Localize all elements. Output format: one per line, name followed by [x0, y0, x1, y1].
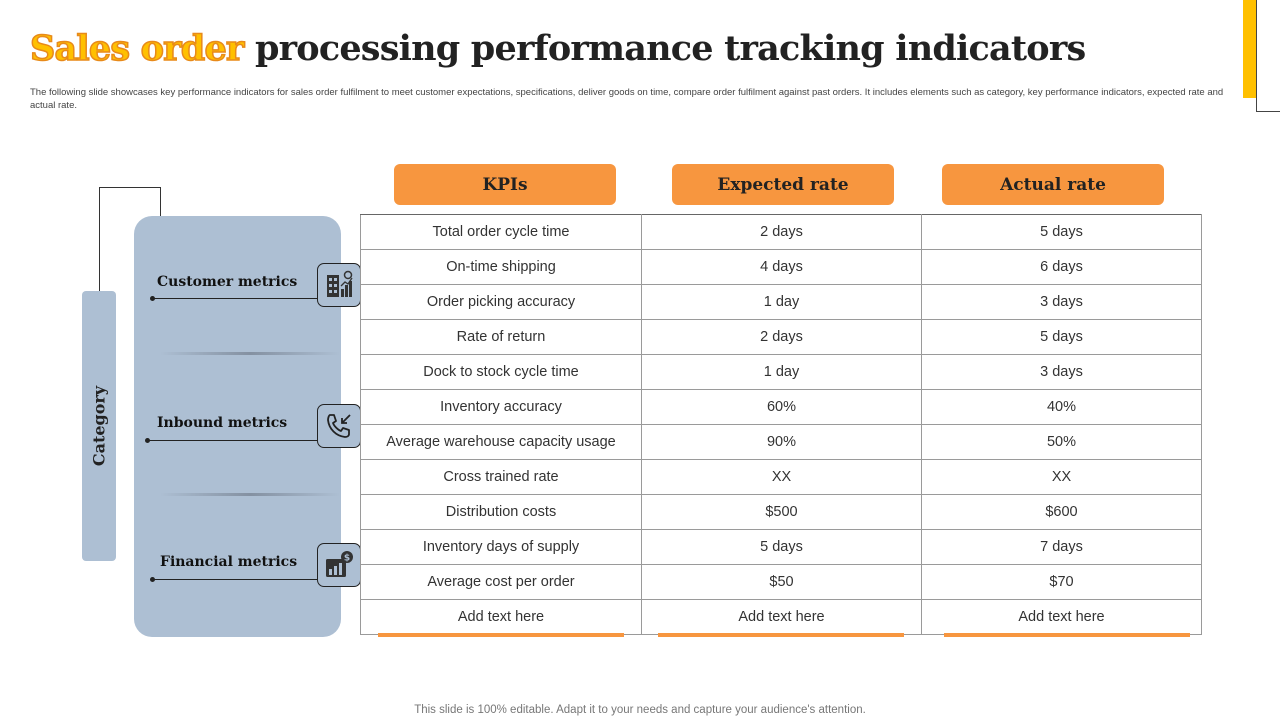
page-title: Sales order processing performance track… [29, 27, 1086, 70]
page-title-rest: processing performance tracking indicato… [243, 28, 1086, 69]
kpi-cell: Order picking accuracy [360, 284, 642, 320]
decorative-yellow-bar [1243, 0, 1257, 98]
table-row: Inventory accuracy 60% 40% [360, 389, 1202, 425]
svg-text:$: $ [344, 554, 350, 564]
financial-metrics-dot [150, 577, 155, 582]
financial-metrics-line [152, 579, 318, 580]
actual-column-underline [944, 633, 1190, 637]
table-row: Add text here Add text here Add text here [360, 599, 1202, 635]
actual-rate-cell: 5 days [921, 319, 1202, 355]
expected-rate-cell: 90% [641, 424, 922, 460]
actual-rate-cell: $70 [921, 564, 1202, 600]
category-label: Category [89, 385, 109, 467]
category-connector [99, 187, 161, 292]
expected-column-underline [658, 633, 904, 637]
category-pill [82, 291, 116, 561]
expected-rate-cell: 4 days [641, 249, 922, 285]
actual-rate-cell: 3 days [921, 354, 1202, 390]
table-row: Order picking accuracy 1 day 3 days [360, 284, 1202, 320]
expected-rate-cell: 2 days [641, 214, 922, 250]
actual-rate-cell: 6 days [921, 249, 1202, 285]
table-row: Dock to stock cycle time 1 day 3 days [360, 354, 1202, 390]
kpi-table: Total order cycle time 2 days 5 days On-ti… [360, 214, 1202, 635]
decorative-outline [1256, 0, 1280, 112]
expected-rate-cell: Add text here [641, 599, 922, 635]
expected-rate-cell: 5 days [641, 529, 922, 565]
kpi-cell: Distribution costs [360, 494, 642, 530]
inbound-metrics-label: Inbound metrics [157, 415, 288, 431]
header-expected-rate: Expected rate [672, 164, 894, 205]
expected-rate-cell: 1 day [641, 354, 922, 390]
expected-rate-cell: XX [641, 459, 922, 495]
kpi-cell: Average warehouse capacity usage [360, 424, 642, 460]
customer-metrics-label: Customer metrics [157, 274, 298, 290]
kpi-cell: Inventory days of supply [360, 529, 642, 565]
metrics-separator [160, 352, 340, 355]
table-row: Average cost per order $50 $70 [360, 564, 1202, 600]
financial-metrics-label: Financial metrics [160, 554, 298, 570]
finance-chart-icon: $ [317, 543, 361, 587]
expected-rate-cell: $50 [641, 564, 922, 600]
page-subtitle: The following slide showcases key perfor… [30, 87, 1224, 111]
actual-rate-cell: 5 days [921, 214, 1202, 250]
kpi-cell: Cross trained rate [360, 459, 642, 495]
expected-rate-cell: 60% [641, 389, 922, 425]
table-row: On-time shipping 4 days 6 days [360, 249, 1202, 285]
table-row: Inventory days of supply 5 days 7 days [360, 529, 1202, 565]
expected-rate-cell: $500 [641, 494, 922, 530]
metrics-panel [134, 216, 341, 637]
actual-rate-cell: $600 [921, 494, 1202, 530]
kpi-cell: Rate of return [360, 319, 642, 355]
customer-metrics-dot [150, 296, 155, 301]
table-row: Total order cycle time 2 days 5 days [360, 214, 1202, 250]
kpi-cell: Average cost per order [360, 564, 642, 600]
actual-rate-cell: XX [921, 459, 1202, 495]
actual-rate-cell: Add text here [921, 599, 1202, 635]
metrics-separator [160, 493, 340, 496]
actual-rate-cell: 50% [921, 424, 1202, 460]
customer-metrics-line [152, 298, 318, 299]
kpi-cell: Inventory accuracy [360, 389, 642, 425]
table-row: Distribution costs $500 $600 [360, 494, 1202, 530]
inbound-metrics-line [147, 440, 318, 441]
kpi-cell: On-time shipping [360, 249, 642, 285]
page-title-accent: Sales order [29, 27, 245, 70]
phone-incoming-icon [317, 404, 361, 448]
kpi-cell: Total order cycle time [360, 214, 642, 250]
inbound-metrics-dot [145, 438, 150, 443]
actual-rate-cell: 7 days [921, 529, 1202, 565]
kpi-cell: Dock to stock cycle time [360, 354, 642, 390]
kpi-column-underline [378, 633, 624, 637]
actual-rate-cell: 3 days [921, 284, 1202, 320]
table-row: Cross trained rate XX XX [360, 459, 1202, 495]
footer-note: This slide is 100% editable. Adapt it to… [414, 704, 866, 716]
header-actual-rate: Actual rate [942, 164, 1164, 205]
expected-rate-cell: 1 day [641, 284, 922, 320]
kpi-cell: Add text here [360, 599, 642, 635]
header-kpis: KPIs [394, 164, 616, 205]
table-row: Rate of return 2 days 5 days [360, 319, 1202, 355]
expected-rate-cell: 2 days [641, 319, 922, 355]
building-chart-icon [317, 263, 361, 307]
table-row: Average warehouse capacity usage 90% 50% [360, 424, 1202, 460]
actual-rate-cell: 40% [921, 389, 1202, 425]
